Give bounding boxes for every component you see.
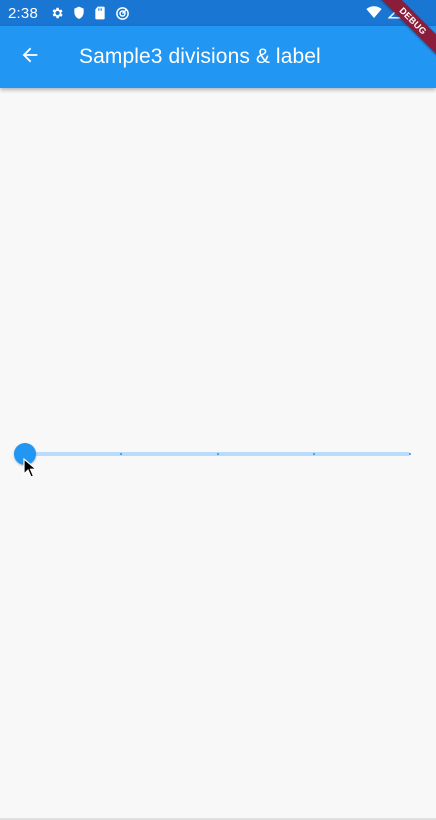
slider-tick [120,453,123,455]
status-icons-left [50,6,130,21]
gear-icon [50,6,64,20]
wifi-icon [366,4,382,25]
arrow-back-icon [19,44,41,71]
status-icons-right [366,4,402,25]
back-button[interactable] [0,26,60,88]
shield-icon [73,6,85,20]
slider-tick [312,453,315,455]
content-area [0,88,436,820]
status-time: 2:38 [8,4,38,22]
slider-tick [216,453,219,455]
status-bar: 2:38 [0,0,436,26]
slider-thumb[interactable] [14,443,36,465]
signal-icon [387,4,402,25]
page-title: Sample3 divisions & label [79,45,321,68]
sd-card-icon [94,6,106,20]
app-bar: Sample3 divisions & label [0,26,436,88]
slider-tick [409,453,411,455]
sync-icon [115,6,130,21]
bottom-divider [0,818,436,820]
division-slider[interactable] [0,440,436,468]
